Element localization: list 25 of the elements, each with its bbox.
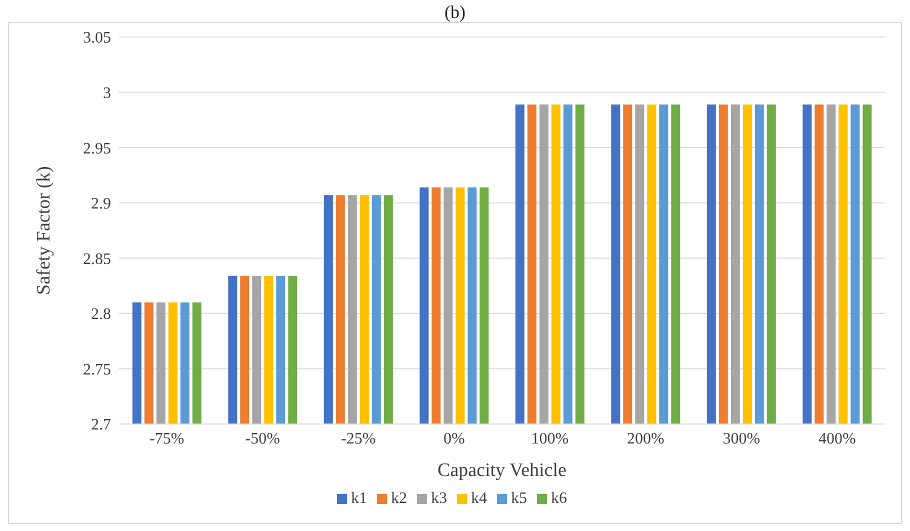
y-tick-label: 2.9 — [91, 196, 111, 213]
y-tick-label: 2.75 — [83, 361, 111, 378]
legend-label: k1 — [351, 490, 367, 507]
legend-label: k3 — [431, 490, 447, 507]
legend-label: k4 — [471, 490, 487, 507]
x-tick-label: 300% — [722, 430, 760, 448]
y-tick-label: 2.7 — [91, 416, 111, 434]
x-tick-label: 400% — [818, 430, 856, 448]
chart-title: (b) — [444, 2, 466, 22]
x-tick-label: 200% — [626, 430, 664, 448]
legend-label: k2 — [391, 490, 407, 507]
x-axis-title: Capacity Vehicle — [438, 460, 566, 481]
y-axis-title: Safety Factor (k) — [34, 166, 55, 295]
y-tick-label: 3.05 — [83, 30, 111, 47]
x-tick-label: 0% — [443, 430, 465, 448]
y-tick-label: 2.95 — [83, 140, 111, 158]
legend-label: k6 — [551, 490, 567, 507]
legend-label: k5 — [511, 490, 527, 507]
x-tick-label: -75% — [150, 430, 184, 448]
y-tick-label: 2.85 — [83, 250, 111, 268]
x-tick-label: -50% — [245, 430, 280, 448]
y-tick-label: 2.8 — [91, 306, 111, 324]
x-tick-label: -25% — [341, 430, 376, 448]
y-tick-label: 3 — [103, 84, 111, 102]
x-tick-label: 100% — [531, 430, 569, 448]
